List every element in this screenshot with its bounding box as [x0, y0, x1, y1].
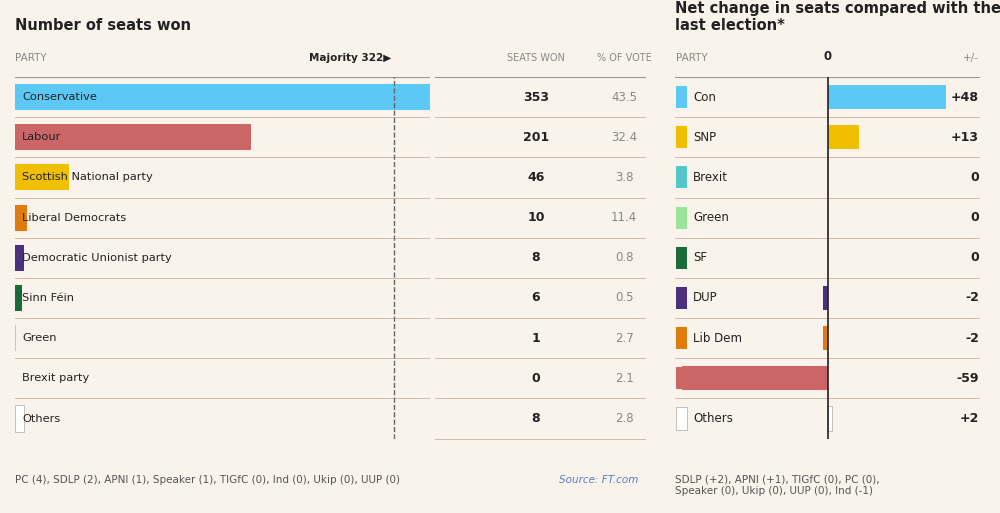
- Text: 46: 46: [527, 171, 545, 184]
- Text: Green: Green: [22, 333, 57, 343]
- Text: +2: +2: [959, 412, 979, 425]
- Text: 3.8: 3.8: [615, 171, 633, 184]
- Text: 32.4: 32.4: [611, 131, 637, 144]
- Bar: [676, 327, 687, 349]
- Text: 2.7: 2.7: [615, 331, 633, 345]
- Bar: [676, 86, 687, 108]
- Text: 11.4: 11.4: [611, 211, 637, 224]
- Bar: [15, 285, 22, 311]
- Bar: [15, 405, 24, 431]
- Text: 1: 1: [532, 331, 540, 345]
- Bar: [676, 247, 687, 269]
- Text: 10: 10: [527, 211, 545, 224]
- Text: Brexit party: Brexit party: [22, 373, 89, 383]
- Text: 8: 8: [532, 251, 540, 264]
- Text: 43.5: 43.5: [611, 90, 637, 104]
- Text: 2.1: 2.1: [615, 372, 633, 385]
- Text: SEATS WON: SEATS WON: [507, 53, 565, 63]
- Text: +48: +48: [951, 90, 979, 104]
- Text: Liberal Democrats: Liberal Democrats: [22, 212, 126, 223]
- Text: PARTY: PARTY: [676, 53, 708, 63]
- Text: SDLP (+2), APNI (+1), TIGfC (0), PC (0),
Speaker (0), Ukip (0), UUP (0), Ind (-1: SDLP (+2), APNI (+1), TIGfC (0), PC (0),…: [675, 475, 880, 496]
- Bar: [676, 126, 687, 148]
- Bar: [823, 326, 828, 350]
- Bar: [676, 287, 687, 309]
- Text: 6: 6: [532, 291, 540, 305]
- Bar: [15, 84, 430, 110]
- Text: Net change in seats compared with the
last election*: Net change in seats compared with the la…: [675, 1, 1000, 33]
- Bar: [676, 166, 687, 188]
- Text: 0: 0: [532, 372, 540, 385]
- Text: 201: 201: [523, 131, 549, 144]
- Text: Lib Dem: Lib Dem: [693, 331, 742, 345]
- Text: Sinn Féin: Sinn Féin: [22, 293, 74, 303]
- Text: Majority 322▶: Majority 322▶: [309, 53, 391, 63]
- Text: Source: FT.com: Source: FT.com: [559, 475, 638, 484]
- Text: Green: Green: [693, 211, 729, 224]
- Text: SF: SF: [693, 251, 707, 264]
- Bar: [682, 366, 828, 390]
- Text: Lab: Lab: [693, 372, 714, 385]
- Text: 0: 0: [970, 211, 979, 224]
- Bar: [828, 125, 859, 149]
- Bar: [15, 205, 27, 231]
- Bar: [676, 207, 687, 229]
- Text: 8: 8: [532, 412, 540, 425]
- Text: 0.5: 0.5: [615, 291, 633, 305]
- Text: Others: Others: [693, 412, 733, 425]
- Text: 0: 0: [970, 171, 979, 184]
- Text: Others: Others: [22, 413, 60, 424]
- Bar: [15, 325, 16, 351]
- Bar: [676, 407, 687, 429]
- Text: SNP: SNP: [693, 131, 716, 144]
- Text: +13: +13: [951, 131, 979, 144]
- Text: Democratic Unionist party: Democratic Unionist party: [22, 253, 172, 263]
- Bar: [15, 124, 251, 150]
- Text: -2: -2: [965, 291, 979, 305]
- Text: PC (4), SDLP (2), APNI (1), Speaker (1), TIGfC (0), Ind (0), Ukip (0), UUP (0): PC (4), SDLP (2), APNI (1), Speaker (1),…: [15, 475, 400, 484]
- Bar: [676, 367, 687, 389]
- Text: 0: 0: [823, 50, 832, 63]
- Text: 2.8: 2.8: [615, 412, 633, 425]
- Text: -2: -2: [965, 331, 979, 345]
- Text: +/-: +/-: [963, 53, 979, 63]
- Text: 353: 353: [523, 90, 549, 104]
- Bar: [15, 164, 69, 190]
- Bar: [15, 245, 24, 271]
- Bar: [823, 286, 828, 310]
- Text: -59: -59: [956, 372, 979, 385]
- Bar: [828, 85, 946, 109]
- Text: DUP: DUP: [693, 291, 718, 305]
- Text: 0: 0: [970, 251, 979, 264]
- Text: Number of seats won: Number of seats won: [15, 18, 191, 33]
- Text: Brexit: Brexit: [693, 171, 728, 184]
- Text: % OF VOTE: % OF VOTE: [597, 53, 651, 63]
- Text: Scottish National party: Scottish National party: [22, 172, 153, 183]
- Text: Con: Con: [693, 90, 716, 104]
- Bar: [828, 406, 832, 430]
- Text: Conservative: Conservative: [22, 92, 97, 102]
- Text: Labour: Labour: [22, 132, 61, 142]
- Text: PARTY: PARTY: [15, 53, 47, 63]
- Text: 0.8: 0.8: [615, 251, 633, 264]
